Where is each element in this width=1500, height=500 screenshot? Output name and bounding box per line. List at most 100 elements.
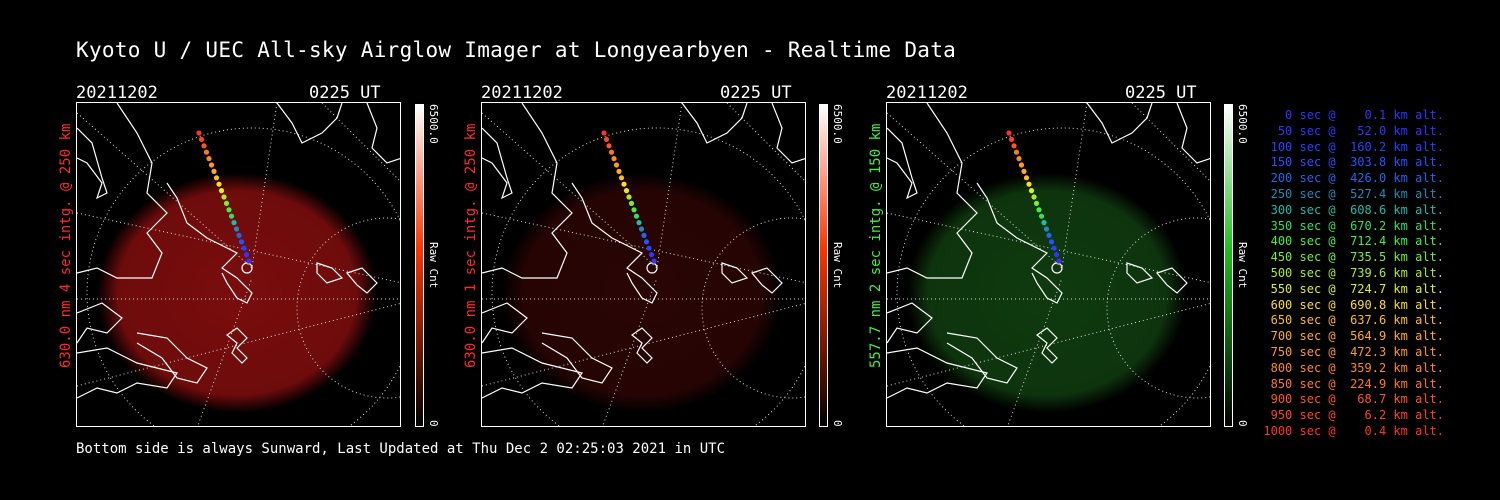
trajectory-legend: 0 sec @ 0.1 km alt. 50 sec @ 52.0 km alt… bbox=[1262, 108, 1444, 440]
trajectory-point bbox=[1016, 156, 1022, 162]
trajectory-point bbox=[1006, 130, 1012, 136]
trajectory-point bbox=[241, 245, 247, 251]
trajectory-point bbox=[216, 181, 222, 187]
trajectory-point bbox=[1041, 220, 1047, 226]
legend-row: 150 sec @ 303.8 km alt. bbox=[1263, 155, 1444, 170]
panel-3-side-label: 557.7 nm 2 sec intg. @ 150 km bbox=[868, 123, 884, 368]
panel-3-colorbar-unit: Raw Cnt bbox=[1236, 242, 1249, 289]
panel-1-colorbar-unit: Raw Cnt bbox=[427, 242, 440, 289]
trajectory-point bbox=[651, 258, 657, 264]
trajectory-point bbox=[198, 136, 205, 142]
panel-2-map bbox=[482, 103, 805, 426]
trajectory-point bbox=[213, 175, 220, 181]
page-title: Kyoto U / UEC All-sky Airglow Imager at … bbox=[76, 38, 957, 62]
trajectory-point bbox=[246, 258, 252, 264]
trajectory-point bbox=[1036, 207, 1042, 213]
trajectory-point bbox=[1033, 200, 1040, 206]
trajectory-point bbox=[1053, 252, 1060, 258]
trajectory-point bbox=[206, 156, 212, 162]
panel-1-colorbar-min: 0 bbox=[427, 420, 440, 427]
legend-row: 550 sec @ 724.7 km alt. bbox=[1263, 281, 1444, 296]
panel-1-colorbar-max: 6500.0 bbox=[427, 104, 440, 144]
panel-2-colorbar bbox=[819, 104, 828, 427]
panel-1-date: 20211202 bbox=[76, 83, 158, 103]
panel-1-image bbox=[76, 102, 401, 427]
panel-2-side-label: 630.0 nm 1 sec intg. @ 250 km bbox=[463, 123, 479, 368]
trajectory-point bbox=[1051, 245, 1057, 251]
trajectory-point bbox=[223, 200, 230, 206]
trajectory-point bbox=[636, 220, 642, 226]
trajectory-point bbox=[631, 207, 637, 213]
trajectory-point bbox=[641, 232, 647, 238]
legend-row: 200 sec @ 426.0 km alt. bbox=[1263, 171, 1444, 186]
trajectory-point bbox=[208, 162, 215, 168]
trajectory-point bbox=[1031, 194, 1037, 200]
legend-row: 0 sec @ 0.1 km alt. bbox=[1263, 108, 1444, 122]
trajectory-point bbox=[646, 245, 652, 251]
legend-row: 300 sec @ 608.6 km alt. bbox=[1263, 202, 1444, 217]
panel-3-date: 20211202 bbox=[886, 83, 968, 103]
airglow-region bbox=[502, 173, 782, 413]
trajectory-point bbox=[243, 252, 250, 258]
trajectory-point bbox=[1008, 136, 1015, 142]
airglow-region bbox=[907, 173, 1187, 413]
panel-1-side-label: 630.0 nm 4 sec intg. @ 250 km bbox=[58, 123, 74, 368]
legend-row: 500 sec @ 739.6 km alt. bbox=[1263, 265, 1444, 280]
trajectory-point bbox=[226, 207, 232, 213]
legend-row: 800 sec @ 359.2 km alt. bbox=[1263, 360, 1444, 375]
legend-row: 700 sec @ 564.9 km alt. bbox=[1263, 329, 1444, 344]
trajectory-point bbox=[626, 194, 632, 200]
satellite-trajectory bbox=[601, 130, 657, 264]
coastline bbox=[887, 103, 1210, 399]
trajectory-point bbox=[1026, 181, 1032, 187]
legend-row: 100 sec @ 160.2 km alt. bbox=[1263, 139, 1444, 154]
panel-2-time: 0225 UT bbox=[720, 83, 792, 103]
panel-3-colorbar bbox=[1224, 104, 1233, 427]
panel-1-time: 0225 UT bbox=[309, 83, 381, 103]
panel-3-map bbox=[887, 103, 1210, 426]
legend-row: 750 sec @ 472.3 km alt. bbox=[1263, 344, 1444, 359]
trajectory-point bbox=[1011, 143, 1017, 149]
trajectory-point bbox=[238, 239, 245, 245]
satellite-trajectory bbox=[196, 130, 252, 264]
legend-row: 600 sec @ 690.8 km alt. bbox=[1263, 297, 1444, 312]
panel-2-colorbar-max: 6500.0 bbox=[831, 104, 844, 144]
legend-row: 950 sec @ 6.2 km alt. bbox=[1263, 408, 1444, 423]
trajectory-point bbox=[1043, 226, 1050, 232]
trajectory-point bbox=[1056, 258, 1062, 264]
panel-1-map bbox=[77, 103, 400, 426]
panel-3-colorbar-max: 6500.0 bbox=[1236, 104, 1249, 144]
trajectory-point bbox=[648, 252, 655, 258]
panel-1-colorbar bbox=[415, 104, 424, 427]
legend-row: 850 sec @ 224.9 km alt. bbox=[1263, 376, 1444, 391]
trajectory-point bbox=[201, 143, 207, 149]
trajectory-point bbox=[228, 213, 235, 219]
legend-row: 350 sec @ 670.2 km alt. bbox=[1263, 218, 1444, 233]
trajectory-point bbox=[638, 226, 645, 232]
legend-row: 50 sec @ 52.0 km alt. bbox=[1263, 123, 1444, 138]
trajectory-point bbox=[603, 136, 610, 142]
satellite-trajectory bbox=[1006, 130, 1062, 264]
trajectory-point bbox=[611, 156, 617, 162]
trajectory-point bbox=[601, 130, 607, 136]
panel-3-colorbar-min: 0 bbox=[1236, 420, 1249, 427]
legend-row: 1000 sec @ 0.4 km alt. bbox=[1263, 423, 1444, 438]
coastline bbox=[77, 103, 400, 399]
legend-row: 450 sec @ 735.5 km alt. bbox=[1263, 250, 1444, 265]
panel-2-date: 20211202 bbox=[481, 83, 563, 103]
legend-row: 250 sec @ 527.4 km alt. bbox=[1263, 186, 1444, 201]
trajectory-point bbox=[231, 220, 237, 226]
trajectory-point bbox=[196, 130, 202, 136]
panel-2-colorbar-min: 0 bbox=[831, 420, 844, 427]
panel-3-image bbox=[886, 102, 1211, 427]
trajectory-point bbox=[616, 168, 622, 174]
trajectory-point bbox=[618, 175, 625, 181]
coastline bbox=[482, 103, 805, 399]
lat-lon-grid bbox=[887, 103, 1210, 426]
trajectory-point bbox=[221, 194, 227, 200]
trajectory-point bbox=[203, 149, 210, 155]
lat-lon-grid bbox=[482, 103, 805, 426]
trajectory-point bbox=[236, 232, 242, 238]
panel-2-colorbar-unit: Raw Cnt bbox=[831, 242, 844, 289]
trajectory-point bbox=[1018, 162, 1025, 168]
